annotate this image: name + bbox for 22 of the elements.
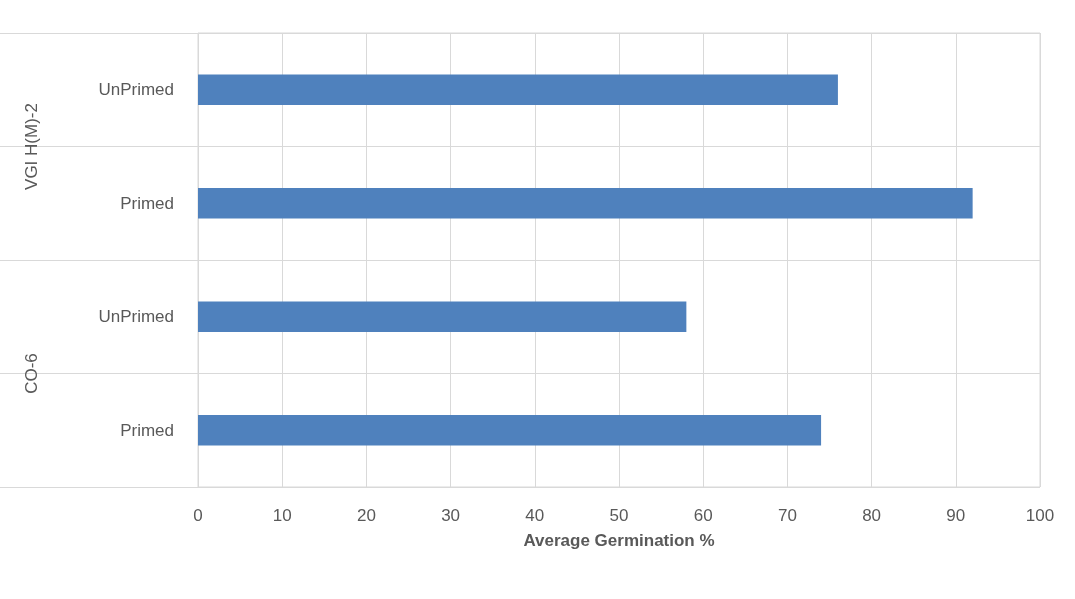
x-tick-label: 70	[777, 506, 797, 525]
bar	[198, 74, 838, 106]
text: CO-6	[22, 353, 41, 394]
x-tick-label: 40	[525, 506, 545, 525]
x-tick-label: 20	[356, 506, 376, 525]
x-tick-label: 60	[693, 506, 713, 525]
x-tick-label: 50	[609, 506, 629, 525]
y-tick-label: UnPrimed	[98, 307, 174, 327]
x-tick-label: 90	[946, 506, 966, 525]
y-tick-label: UnPrimed	[98, 80, 174, 100]
y-tick-label: Primed	[120, 420, 174, 440]
x-axis-title: Average Germination %	[523, 531, 715, 550]
bar	[198, 414, 822, 446]
text: VGI H(M)-2	[22, 103, 41, 190]
bar	[198, 301, 687, 333]
x-tick-label: 80	[862, 506, 882, 525]
bar	[198, 187, 973, 219]
x-tick-label: 30	[441, 506, 461, 525]
x-tick-label: 0	[193, 506, 203, 525]
x-tick-label: 100	[1025, 506, 1055, 525]
x-tick-label: 10	[272, 506, 292, 525]
y-tick-label: Primed	[120, 193, 174, 213]
